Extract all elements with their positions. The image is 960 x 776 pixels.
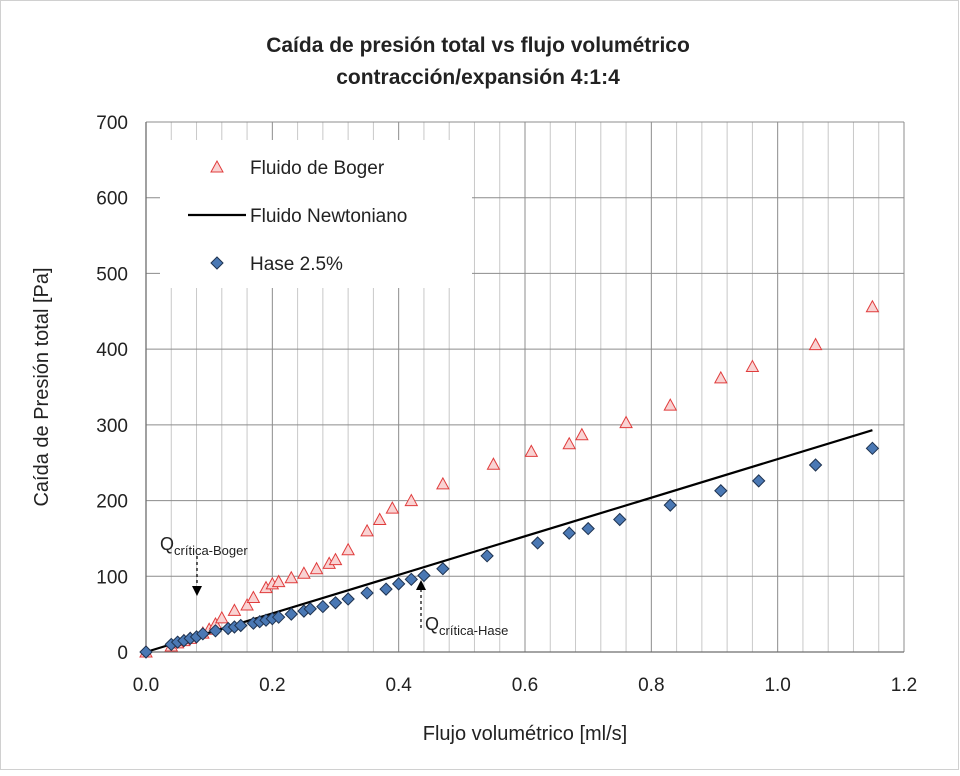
point [234,618,248,633]
point [865,441,880,456]
chart-title: Caída de presión total vs flujo volumétr… [266,34,690,57]
annotation: Qcrítica-Hase [425,614,508,638]
point [309,561,324,575]
annotation-arrowhead [416,580,426,590]
point [581,521,595,536]
point [530,536,545,550]
point [196,627,210,641]
point [208,624,223,638]
point [436,562,450,576]
y-tick-label: 600 [96,189,128,210]
annotation: Qcrítica-Boger [160,534,248,558]
point [714,484,728,498]
point [372,512,387,525]
point [210,256,224,270]
y-tick-label: 700 [96,113,128,134]
point [752,474,766,488]
point [713,370,728,384]
x-tick-label: 0.0 [133,675,159,696]
point [360,523,374,537]
point [663,498,677,512]
point [808,458,823,472]
point [663,398,678,411]
annotation-sub: crítica-Hase [439,623,508,638]
y-tick-label: 500 [96,264,128,285]
x-axis-label: Flujo volumétrico [ml/s] [423,723,628,745]
y-tick-label: 300 [96,416,128,437]
point [417,568,431,583]
point [210,159,224,173]
point [613,512,627,527]
annotation-text: Q [160,534,174,554]
point [575,427,589,441]
point [284,570,299,584]
point [808,337,823,351]
annotation-sub: crítica-Boger [174,543,248,558]
point [227,603,242,616]
y-tick-label: 0 [117,643,128,664]
point [246,590,261,603]
point [391,577,406,591]
point [865,299,880,313]
legend-label: Fluido de Boger [250,158,385,179]
x-tick-label: 0.2 [259,675,285,696]
point [486,457,501,470]
x-tick-label: 1.2 [891,675,917,696]
point [404,572,419,587]
y-axis-label: Caída de Presión total [Pa] [31,267,53,506]
point [562,436,577,450]
point [297,566,311,579]
point [271,574,286,588]
legend-label: Fluido Newtoniano [250,206,407,227]
point [436,476,450,490]
point [139,645,153,659]
point [480,549,494,563]
point [404,493,419,507]
x-tick-label: 1.0 [764,675,790,696]
point [619,415,633,429]
point [341,542,355,556]
legend: Fluido de Boger Fluido Newtoniano Hase 2.5… [160,140,472,288]
point [303,602,317,616]
plot [139,299,880,659]
legend-label: Hase 2.5% [250,254,343,275]
y-tick-label: 100 [96,567,128,588]
point [341,592,355,606]
annotation-text: Q [425,614,439,634]
x-tick-label: 0.4 [385,675,412,696]
point [562,526,576,540]
point [524,444,539,457]
x-tick-label: 0.6 [512,675,538,696]
point [328,552,343,566]
y-tick-label: 400 [96,340,128,361]
point [284,607,298,621]
point [360,586,374,600]
point [745,359,760,373]
point [316,599,330,614]
annotation-arrowhead [192,586,202,596]
point [328,596,343,610]
point [271,610,286,624]
chart-title: contracción/expansión 4:1:4 [336,66,620,89]
point [385,501,400,514]
x-tick-label: 0.8 [638,675,664,696]
point [214,610,229,624]
point [379,582,393,596]
annotations: Qcrítica-Boger Qcrítica-Hase [160,534,508,638]
point [240,598,254,611]
y-tick-label: 200 [96,492,128,513]
